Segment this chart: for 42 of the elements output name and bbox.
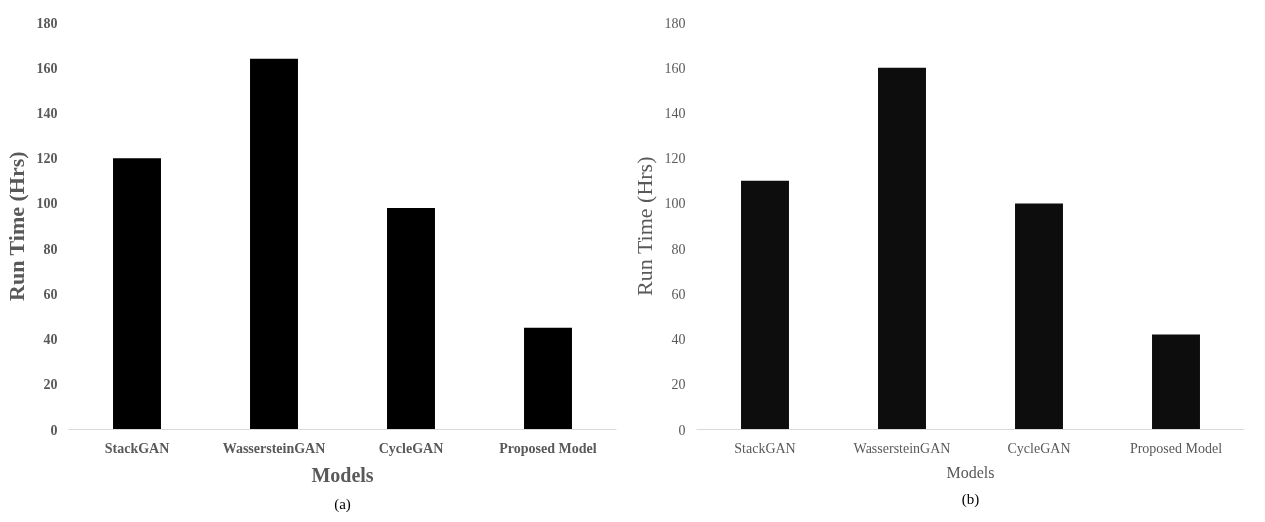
y-tick-label: 160: [664, 60, 686, 76]
x-tick-label: WassersteinGAN: [853, 440, 951, 456]
y-tick-label: 20: [43, 377, 58, 393]
bar: [741, 180, 789, 430]
y-tick-label: 160: [36, 60, 58, 76]
x-tick-label: StackGAN: [104, 440, 170, 456]
y-tick-label: 180: [36, 15, 58, 31]
x-tick-label: CycleGAN: [1007, 440, 1071, 456]
bar: [113, 158, 161, 430]
x-tick-label: WassersteinGAN: [222, 440, 326, 456]
y-tick-label: 80: [43, 241, 58, 257]
y-axis-title: Run Time (Hrs): [3, 151, 29, 301]
x-axis-title: Models: [946, 463, 995, 481]
x-axis-title: Models: [311, 463, 374, 486]
y-tick-label: 40: [671, 332, 686, 348]
x-tick-label: StackGAN: [734, 440, 796, 456]
text: (a): [334, 495, 351, 513]
y-tick-label: 80: [671, 241, 686, 257]
y-tick-label: 100: [664, 196, 686, 212]
x-tick-label: Proposed Model: [1129, 440, 1223, 456]
y-tick-label: 20: [671, 377, 686, 393]
y-tick-label: 100: [36, 196, 58, 212]
y-tick-label: 40: [43, 332, 58, 348]
y-tick-label: 120: [664, 151, 686, 167]
x-tick-label: CycleGAN: [378, 440, 444, 456]
y-tick-label: 120: [36, 151, 58, 167]
x-tick-label: Proposed Model: [499, 440, 597, 456]
y-tick-label: 0: [50, 422, 58, 438]
bar: [524, 327, 572, 430]
bar: [250, 58, 298, 430]
text: (b): [961, 490, 980, 508]
y-tick-label: 60: [43, 286, 58, 302]
bar: [1152, 334, 1200, 430]
y-axis-title: Run Time (Hrs): [631, 156, 657, 296]
bar: [387, 207, 435, 430]
y-tick-label: 0: [678, 422, 686, 438]
y-tick-label: 140: [664, 105, 686, 121]
bar: [1015, 203, 1063, 430]
bar: [878, 67, 926, 430]
y-tick-label: 140: [36, 105, 58, 121]
y-tick-label: 180: [664, 15, 686, 31]
y-tick-label: 60: [671, 286, 686, 302]
